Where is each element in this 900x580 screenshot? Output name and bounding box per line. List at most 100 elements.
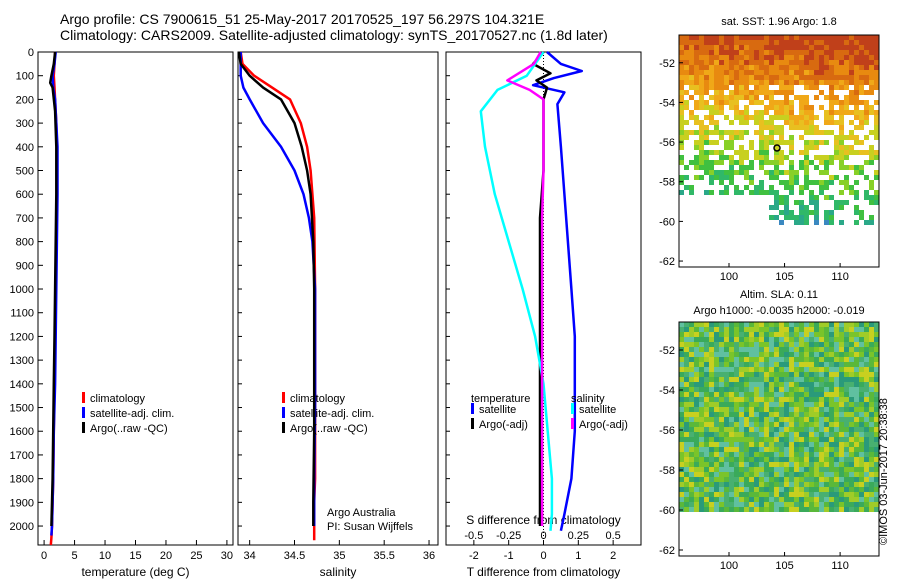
heat-cell [779, 362, 784, 367]
heat-cell [749, 60, 754, 65]
heat-cell [709, 377, 714, 382]
heat-cell [799, 327, 804, 332]
heat-cell [769, 467, 774, 472]
heat-cell [724, 70, 729, 75]
heat-cell [819, 482, 824, 487]
heat-cell [854, 65, 859, 70]
heat-cell [689, 492, 694, 497]
heat-cell [744, 372, 749, 377]
heat-cell [804, 507, 809, 512]
heat-cell [784, 497, 789, 502]
heat-cell [769, 462, 774, 467]
heat-cell [774, 200, 779, 205]
heat-cell [709, 130, 714, 135]
heat-cell [749, 165, 754, 170]
heat-cell [804, 125, 809, 130]
heat-cell [809, 387, 814, 392]
heat-cell [869, 392, 874, 397]
heat-cell [809, 392, 814, 397]
heat-cell [839, 507, 844, 512]
heat-cell [784, 327, 789, 332]
heat-cell [774, 462, 779, 467]
heat-cell [859, 45, 864, 50]
heat-cell [754, 35, 759, 40]
heat-cell [724, 447, 729, 452]
heat-cell [799, 487, 804, 492]
heat-cell [849, 70, 854, 75]
heat-cell [869, 45, 874, 50]
credit-line-2: PI: Susan Wijffels [327, 521, 413, 533]
heat-cell [684, 432, 689, 437]
heat-cell [869, 347, 874, 352]
heat-cell [834, 140, 839, 145]
heat-cell [789, 412, 794, 417]
heat-cell [754, 60, 759, 65]
heat-cell [849, 397, 854, 402]
heat-cell [839, 337, 844, 342]
heat-cell [719, 50, 724, 55]
x-tick-label: 5 [72, 550, 78, 562]
heat-cell [719, 412, 724, 417]
heat-cell [819, 487, 824, 492]
heat-cell [679, 397, 684, 402]
heat-cell [834, 35, 839, 40]
heat-cell [729, 145, 734, 150]
heat-cell [869, 75, 874, 80]
heat-cell [849, 347, 854, 352]
heat-cell [729, 457, 734, 462]
heat-cell [714, 432, 719, 437]
heat-cell [864, 322, 869, 327]
heat-cell [779, 80, 784, 85]
heat-cell [689, 382, 694, 387]
heat-cell [699, 155, 704, 160]
heat-cell [784, 100, 789, 105]
heat-cell [759, 462, 764, 467]
heat-cell [724, 332, 729, 337]
heat-cell [864, 135, 869, 140]
heat-cell [789, 150, 794, 155]
heat-cell [694, 145, 699, 150]
heat-cell [779, 85, 784, 90]
heat-cell [679, 447, 684, 452]
heat-cell [779, 342, 784, 347]
heat-cell [859, 342, 864, 347]
heat-cell [809, 422, 814, 427]
heat-cell [824, 45, 829, 50]
heat-cell [774, 50, 779, 55]
heat-cell [774, 372, 779, 377]
heat-cell [824, 427, 829, 432]
heat-cell [809, 362, 814, 367]
heat-cell [844, 35, 849, 40]
heat-cell [814, 75, 819, 80]
heat-cell [834, 45, 839, 50]
heat-cell [844, 407, 849, 412]
heat-cell [809, 497, 814, 502]
heat-cell [764, 487, 769, 492]
heat-cell [789, 442, 794, 447]
heat-cell [694, 105, 699, 110]
heat-cell [704, 165, 709, 170]
heat-cell [704, 342, 709, 347]
heat-cell [834, 422, 839, 427]
heat-cell [689, 442, 694, 447]
heat-cell [694, 55, 699, 60]
heat-cell [744, 150, 749, 155]
heat-cell [759, 507, 764, 512]
heat-cell [839, 135, 844, 140]
heat-cell [759, 185, 764, 190]
heat-cell [799, 367, 804, 372]
heat-cell [849, 95, 854, 100]
heat-cell [689, 502, 694, 507]
heat-cell [704, 155, 709, 160]
heat-cell [804, 337, 809, 342]
heat-cell [809, 85, 814, 90]
heat-cell [799, 347, 804, 352]
heat-cell [874, 472, 879, 477]
heat-cell [869, 407, 874, 412]
heat-cell [824, 352, 829, 357]
heat-cell [814, 205, 819, 210]
heat-cell [729, 427, 734, 432]
heat-cell [699, 75, 704, 80]
heat-cell [849, 507, 854, 512]
heat-cell [854, 110, 859, 115]
